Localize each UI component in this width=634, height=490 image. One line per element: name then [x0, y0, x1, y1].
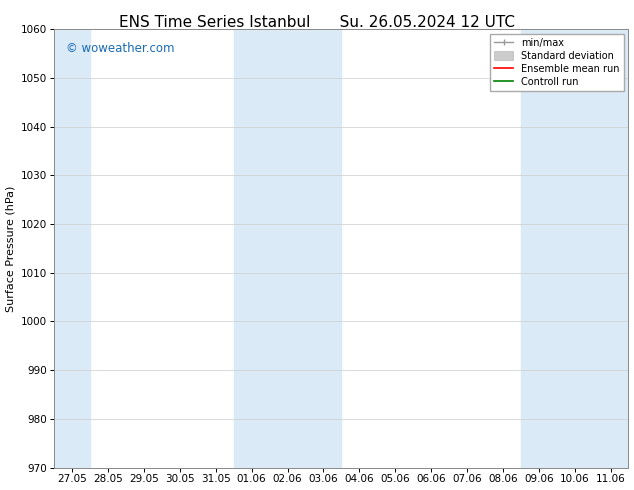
Bar [234, 29, 341, 467]
Y-axis label: Surface Pressure (hPa): Surface Pressure (hPa) [6, 185, 16, 312]
Bar [521, 29, 628, 467]
Legend: min/max, Standard deviation, Ensemble mean run, Controll run: min/max, Standard deviation, Ensemble me… [490, 34, 624, 91]
Bar [55, 29, 90, 467]
Text: ENS Time Series Istanbul      Su. 26.05.2024 12 UTC: ENS Time Series Istanbul Su. 26.05.2024 … [119, 15, 515, 30]
Text: © woweather.com: © woweather.com [66, 42, 174, 55]
